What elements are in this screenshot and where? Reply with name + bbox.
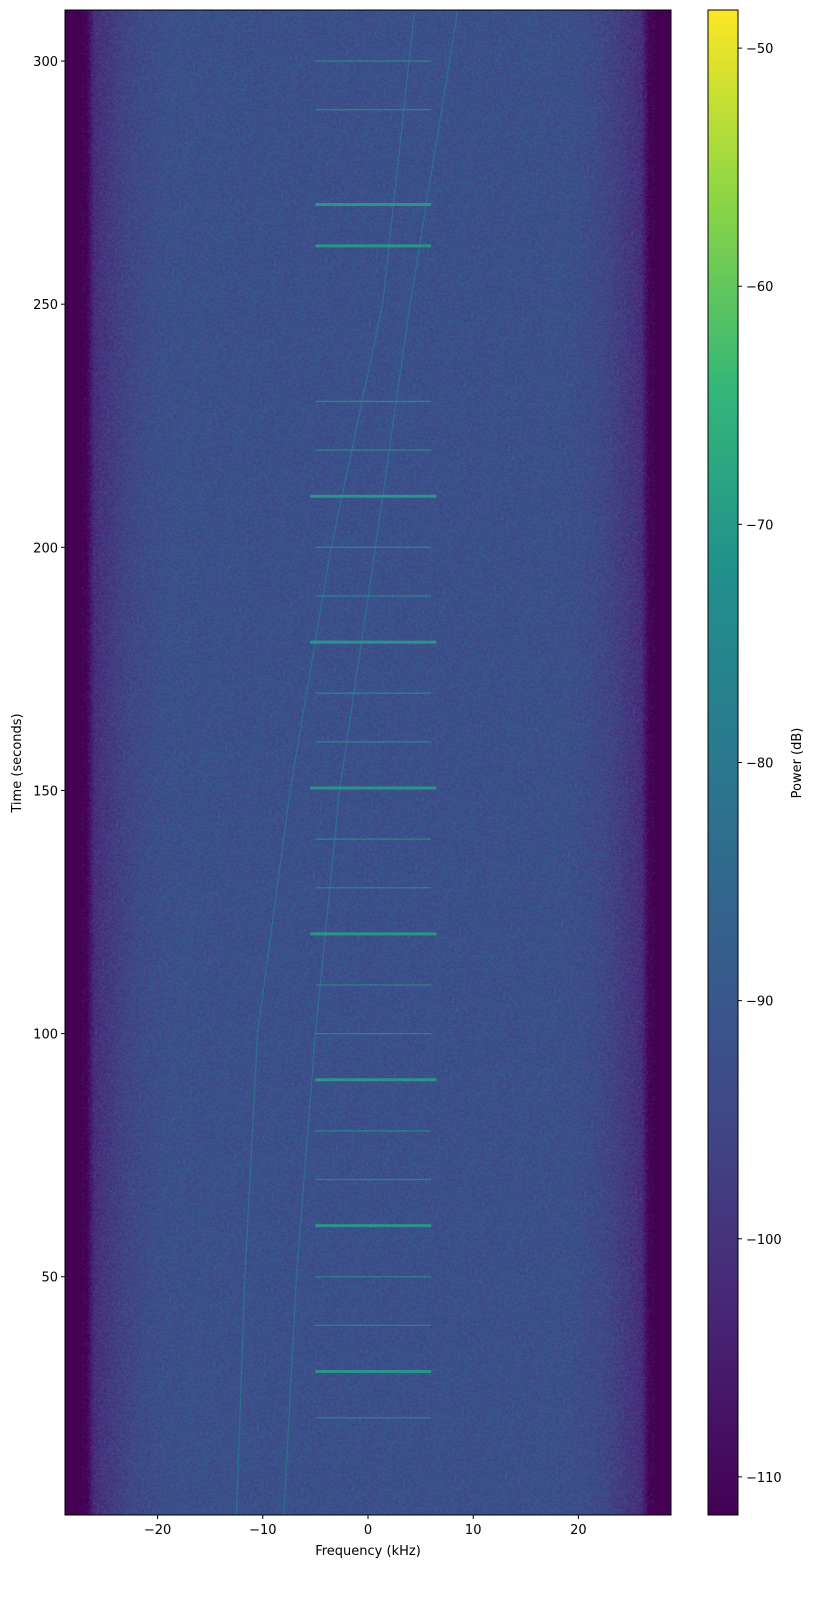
colorbar-tick-label: −110 <box>746 1471 782 1486</box>
y-tick-label: 50 <box>41 1271 58 1286</box>
colorbar-tick-label: −90 <box>746 995 773 1010</box>
colorbar <box>708 10 738 1515</box>
y-tick-label: 300 <box>33 55 58 70</box>
colorbar-tick-label: −100 <box>746 1233 782 1248</box>
drifting-carrier-1 <box>235 12 415 1516</box>
x-tick-label: 10 <box>465 1523 482 1538</box>
spectrogram-image <box>65 10 671 1515</box>
x-tick-label: −20 <box>144 1523 171 1538</box>
x-tick-label: 0 <box>364 1523 372 1538</box>
x-tick-label: 20 <box>570 1523 587 1538</box>
y-axis-label: Time (seconds) <box>10 713 25 813</box>
colorbar-tick-label: −70 <box>746 518 773 533</box>
y-tick-label: 250 <box>33 298 58 313</box>
colorbar-label: Power (dB) <box>790 728 805 799</box>
x-tick-label: −10 <box>249 1523 276 1538</box>
colorbar-tick-label: −80 <box>746 757 773 772</box>
y-tick-label: 150 <box>33 784 58 799</box>
y-tick-label: 200 <box>33 541 58 556</box>
y-tick-label: 100 <box>33 1028 58 1043</box>
drifting-carrier-2 <box>283 12 459 1516</box>
colorbar-tick-label: −50 <box>746 42 773 57</box>
plot-frame <box>64 9 672 1516</box>
colorbar-frame <box>707 9 739 1516</box>
colorbar-tick-label: −60 <box>746 280 773 295</box>
x-axis-label: Frequency (kHz) <box>315 1544 421 1559</box>
